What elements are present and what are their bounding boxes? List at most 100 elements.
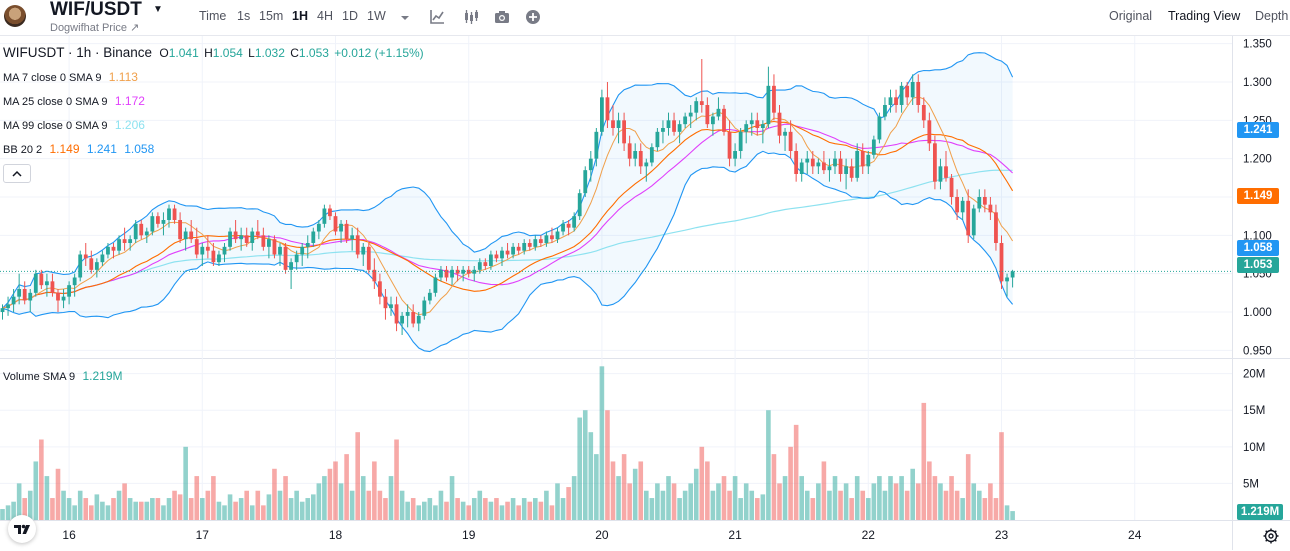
volume-bar xyxy=(255,490,261,520)
chevron-down-icon[interactable] xyxy=(396,9,414,27)
legend-ma7[interactable]: MA 7 close 0 SMA 9 1.113 xyxy=(3,70,138,84)
legend-bb[interactable]: BB 20 2 1.149 1.241 1.058 xyxy=(3,142,154,156)
volume-bar xyxy=(116,490,122,520)
legend-collapse-button[interactable] xyxy=(3,164,31,183)
bb-basis-price-tag: 1.149 xyxy=(1237,188,1279,204)
candle-body xyxy=(383,296,388,309)
price-chart-svg[interactable]: 1.3501.3001.2501.2001.1501.1001.0501.000… xyxy=(0,36,1290,551)
indicators-icon[interactable] xyxy=(428,8,446,26)
candle-body xyxy=(949,177,954,197)
candles-icon[interactable] xyxy=(462,8,480,26)
tab-1d[interactable]: 1D xyxy=(342,9,358,23)
volume-bar xyxy=(444,501,449,520)
ma25-line xyxy=(2,123,1013,309)
legend-ma99[interactable]: MA 99 close 0 SMA 9 1.206 xyxy=(3,118,145,132)
candle-body xyxy=(538,239,543,243)
candle-body xyxy=(933,143,937,182)
candle-body xyxy=(211,250,216,263)
candle-body xyxy=(655,131,660,148)
volume-bar xyxy=(1004,505,1010,520)
candle-body xyxy=(294,254,299,263)
volume-bar xyxy=(366,490,372,520)
candle-body xyxy=(905,85,910,98)
volume-bar xyxy=(660,490,666,520)
tab-1s[interactable]: 1s xyxy=(237,9,251,23)
camera-icon[interactable] xyxy=(493,8,511,26)
volume-bar xyxy=(804,490,810,520)
candle-body xyxy=(133,223,138,240)
volume-bar xyxy=(938,483,943,520)
legend-volume[interactable]: Volume SMA 9 1.219M xyxy=(3,369,123,383)
candle-body xyxy=(50,281,55,293)
volume-bar xyxy=(816,483,821,520)
candle-body xyxy=(328,208,332,217)
candle-body xyxy=(727,131,732,159)
date-tick-label: 19 xyxy=(462,528,476,542)
volume-bar xyxy=(294,490,299,520)
candle-body xyxy=(61,296,66,301)
volume-bar xyxy=(982,498,988,520)
tab-time[interactable]: Time xyxy=(199,9,227,23)
volume-bar xyxy=(782,476,788,520)
pair-title[interactable]: WIF/USDT xyxy=(50,0,142,20)
token-price-link[interactable]: Dogwifhat Price ↗ xyxy=(50,22,140,34)
bb-upper-price-tag: 1.241 xyxy=(1237,122,1279,138)
tab-1w[interactable]: 1W xyxy=(367,9,386,23)
gear-icon[interactable] xyxy=(1262,527,1280,545)
volume-bar xyxy=(416,505,422,520)
candle-body xyxy=(106,246,110,255)
volume-bar xyxy=(849,498,854,520)
view-depth[interactable]: Depth xyxy=(1255,9,1289,23)
volume-bar xyxy=(555,483,560,520)
candle-body xyxy=(411,312,416,324)
view-original[interactable]: Original xyxy=(1109,9,1153,23)
legend-o-label: O xyxy=(159,46,169,60)
last-price-tag: 1.053 xyxy=(1237,257,1279,273)
candle-body xyxy=(455,269,460,274)
candle-body xyxy=(500,250,504,259)
candle-body xyxy=(427,292,432,301)
date-tick-label: 21 xyxy=(728,528,742,542)
plus-circle-icon[interactable] xyxy=(524,8,542,26)
price-tick-label: 1.000 xyxy=(1243,307,1272,319)
volume-bar xyxy=(1010,511,1015,520)
candle-body xyxy=(128,239,133,243)
candle-body xyxy=(233,231,238,240)
volume-bar xyxy=(810,498,816,520)
volume-bar xyxy=(66,498,72,520)
bb-label: BB 20 2 xyxy=(3,144,43,156)
candle-body xyxy=(688,112,693,117)
candle-body xyxy=(711,116,715,125)
volume-bar xyxy=(710,490,716,520)
price-tick-label: 1.100 xyxy=(1243,230,1272,242)
volume-bar xyxy=(383,498,388,520)
volume-bar xyxy=(5,505,11,520)
volume-bar xyxy=(921,402,927,520)
candle-body xyxy=(400,315,404,324)
candle-body xyxy=(749,120,754,125)
tab-15m[interactable]: 15m xyxy=(259,9,284,23)
volume-bar xyxy=(144,501,150,520)
chart-area[interactable]: 1.3501.3001.2501.2001.1501.1001.0501.000… xyxy=(0,36,1290,551)
volume-bar xyxy=(904,490,910,520)
candle-body xyxy=(433,277,438,293)
volume-bar xyxy=(827,490,832,520)
price-tick-label: 0.950 xyxy=(1243,345,1272,357)
candle-body xyxy=(955,197,959,213)
candle-body xyxy=(311,231,316,243)
volume-bar xyxy=(155,498,161,520)
volume-bar xyxy=(538,501,544,520)
legend-ma25[interactable]: MA 25 close 0 SMA 9 1.172 xyxy=(3,94,145,108)
view-trading-view[interactable]: Trading View xyxy=(1168,9,1241,23)
pair-dropdown-caret-icon[interactable]: ▼ xyxy=(153,4,163,15)
tradingview-logo[interactable] xyxy=(8,515,36,543)
volume-bar xyxy=(877,476,882,520)
tab-1h[interactable]: 1H xyxy=(292,9,308,23)
tab-4h[interactable]: 4H xyxy=(317,9,333,23)
candle-body xyxy=(772,85,776,113)
volume-bar xyxy=(277,490,283,520)
candle-body xyxy=(605,97,610,121)
volume-bar xyxy=(743,483,749,520)
candle-body xyxy=(994,212,998,243)
candle-body xyxy=(89,258,94,270)
